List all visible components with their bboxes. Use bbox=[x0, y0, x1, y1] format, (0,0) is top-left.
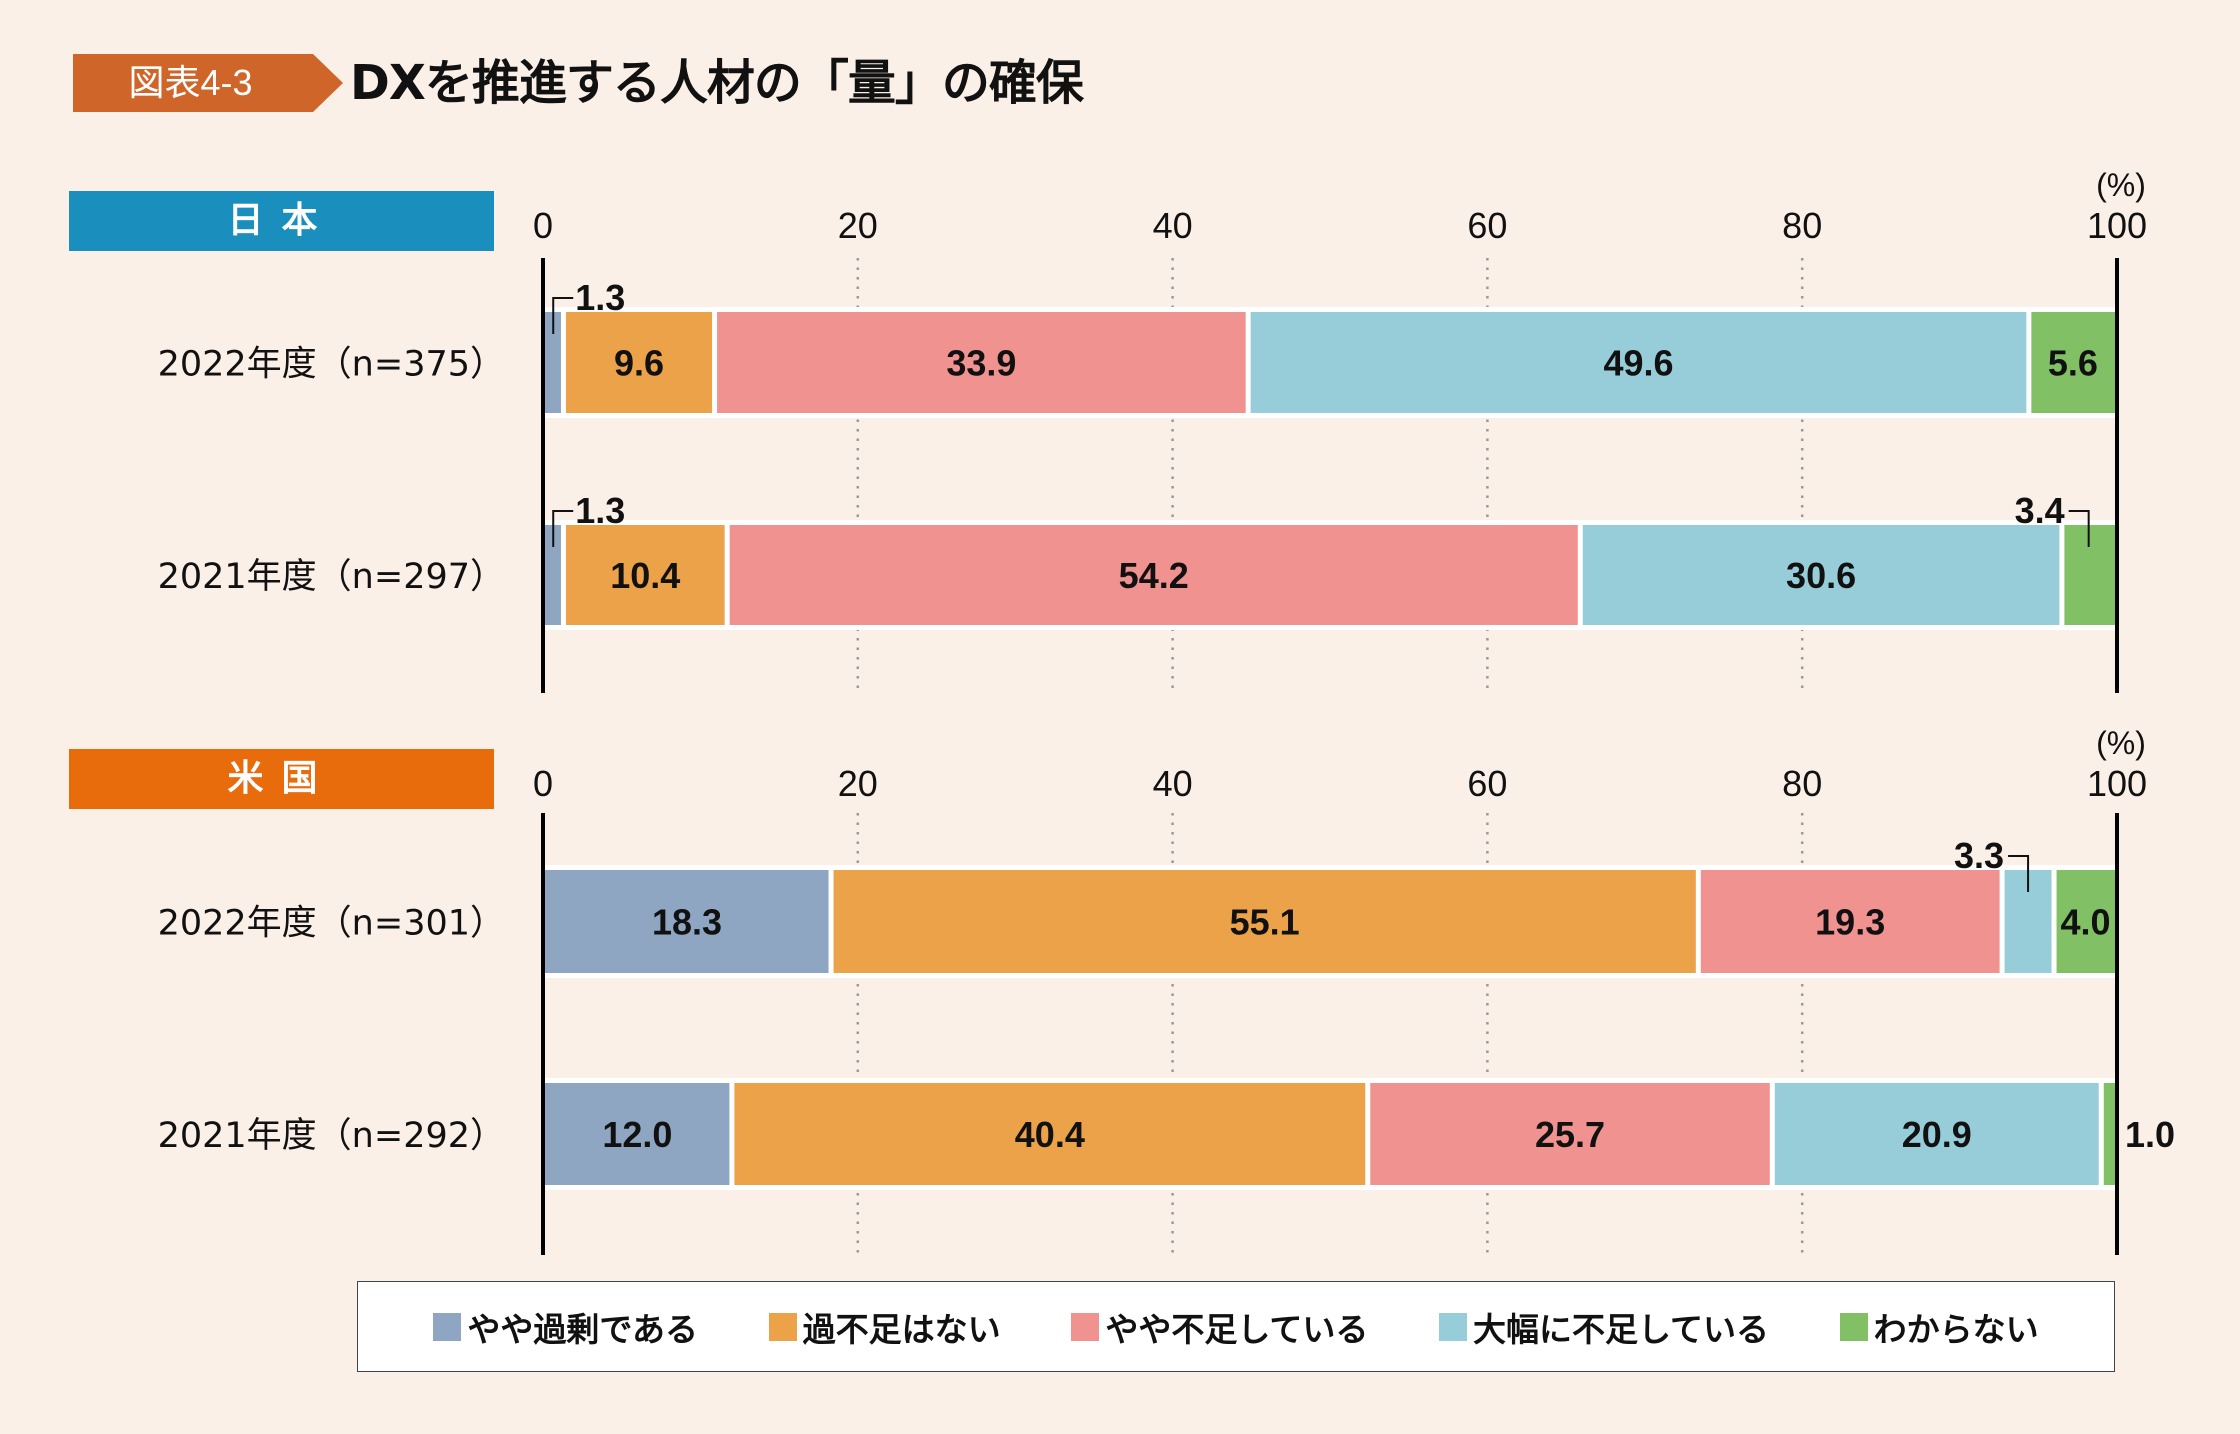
bar-segment bbox=[2103, 1083, 2117, 1185]
data-label: 49.6 bbox=[1603, 343, 1673, 384]
bar-segment bbox=[1250, 312, 2027, 413]
legend-item: やや過剰である bbox=[433, 1303, 698, 1351]
data-label: 1.3 bbox=[575, 277, 625, 318]
panel-header-us: 米国 bbox=[69, 749, 494, 809]
legend-label: 過不足はない bbox=[802, 1309, 1001, 1349]
x-tick-label: 80 bbox=[1782, 763, 1822, 804]
legend-swatch bbox=[1438, 1312, 1467, 1341]
legend-swatch bbox=[768, 1312, 797, 1341]
legend-item: やや不足している bbox=[1071, 1303, 1368, 1351]
row-label: 2021年度（n=297） bbox=[158, 557, 505, 597]
bar-segment bbox=[543, 1083, 730, 1185]
row-label: 2022年度（n=375） bbox=[158, 345, 505, 385]
data-label: 54.2 bbox=[1119, 555, 1189, 596]
data-label: 3.3 bbox=[1954, 835, 2004, 876]
data-label: 9.6 bbox=[614, 343, 664, 384]
callout-leader bbox=[552, 510, 574, 547]
bar-segment bbox=[1700, 870, 2000, 973]
x-tick-label: 40 bbox=[1153, 205, 1193, 246]
data-label: 30.6 bbox=[1786, 555, 1856, 596]
callout-leader bbox=[552, 297, 574, 334]
x-tick-label: 60 bbox=[1467, 205, 1507, 246]
unit-label: (%) bbox=[2096, 167, 2146, 203]
x-tick-label: 0 bbox=[533, 763, 553, 804]
legend-swatch bbox=[433, 1312, 462, 1341]
legend-label: 大幅に不足している bbox=[1472, 1309, 1769, 1349]
legend-item: 大幅に不足している bbox=[1438, 1303, 1769, 1351]
row-label: 2022年度（n=301） bbox=[158, 904, 505, 944]
bar-segment bbox=[2031, 312, 2117, 413]
data-label: 3.4 bbox=[2015, 490, 2065, 531]
bar-segment bbox=[717, 312, 1246, 413]
x-tick-label: 60 bbox=[1467, 763, 1507, 804]
legend-swatch bbox=[1839, 1312, 1868, 1341]
callout-leader bbox=[2008, 855, 2030, 892]
bar-segment bbox=[833, 870, 1696, 973]
data-label: 1.0 bbox=[2125, 1114, 2175, 1155]
data-label: 1.3 bbox=[575, 490, 625, 531]
row-label: 2021年度（n=292） bbox=[158, 1116, 505, 1156]
data-label: 55.1 bbox=[1230, 902, 1300, 943]
x-tick-label: 20 bbox=[838, 205, 878, 246]
legend-item: わからない bbox=[1839, 1303, 2039, 1351]
panel-header-japan: 日本 bbox=[69, 191, 494, 251]
bar-segment bbox=[543, 525, 561, 625]
bar-segment bbox=[2056, 870, 2117, 973]
callout-leader bbox=[2068, 510, 2090, 547]
bar-segment bbox=[565, 525, 725, 625]
legend-label: やや不足している bbox=[1105, 1309, 1369, 1349]
bar-segment bbox=[543, 870, 829, 973]
bar-segment bbox=[734, 1083, 1366, 1185]
bar-segment bbox=[1774, 1083, 2099, 1185]
x-tick-label: 100 bbox=[2087, 763, 2147, 804]
data-label: 18.3 bbox=[652, 902, 722, 943]
bar-segment bbox=[2064, 525, 2116, 625]
data-label: 10.4 bbox=[610, 555, 680, 596]
data-label: 20.9 bbox=[1902, 1114, 1972, 1155]
x-tick-label: 20 bbox=[838, 763, 878, 804]
data-label: 12.0 bbox=[602, 1114, 672, 1155]
chart-title: DXを推進する人材の「量」の確保 bbox=[350, 55, 1084, 111]
unit-label: (%) bbox=[2096, 725, 2146, 761]
legend-swatch bbox=[1071, 1312, 1100, 1341]
bar-segment bbox=[1370, 1083, 1770, 1185]
legend: やや過剰である 過不足はない やや不足している 大幅に不足している わからない bbox=[357, 1281, 2115, 1372]
x-tick-label: 80 bbox=[1782, 205, 1822, 246]
legend-label: やや過剰である bbox=[467, 1309, 698, 1349]
data-label: 5.6 bbox=[2048, 343, 2098, 384]
data-label: 25.7 bbox=[1535, 1114, 1605, 1155]
bar-segment bbox=[543, 312, 561, 413]
data-label: 4.0 bbox=[2060, 902, 2110, 943]
bar-segment bbox=[1582, 525, 2060, 625]
x-tick-label: 100 bbox=[2087, 205, 2147, 246]
figure-label: 図表4-3 bbox=[128, 62, 253, 103]
data-label: 33.9 bbox=[946, 343, 1016, 384]
legend-label: わからない bbox=[1873, 1309, 2039, 1349]
data-label: 40.4 bbox=[1015, 1114, 1085, 1155]
bar-segment bbox=[565, 312, 713, 413]
bar-segment bbox=[729, 525, 1578, 625]
x-tick-label: 40 bbox=[1153, 763, 1193, 804]
legend-item: 過不足はない bbox=[768, 1303, 1001, 1351]
badge-arrow-shape bbox=[73, 54, 343, 112]
figure-badge: 図表4-3 bbox=[73, 54, 343, 112]
data-label: 19.3 bbox=[1815, 902, 1885, 943]
x-tick-label: 0 bbox=[533, 205, 553, 246]
